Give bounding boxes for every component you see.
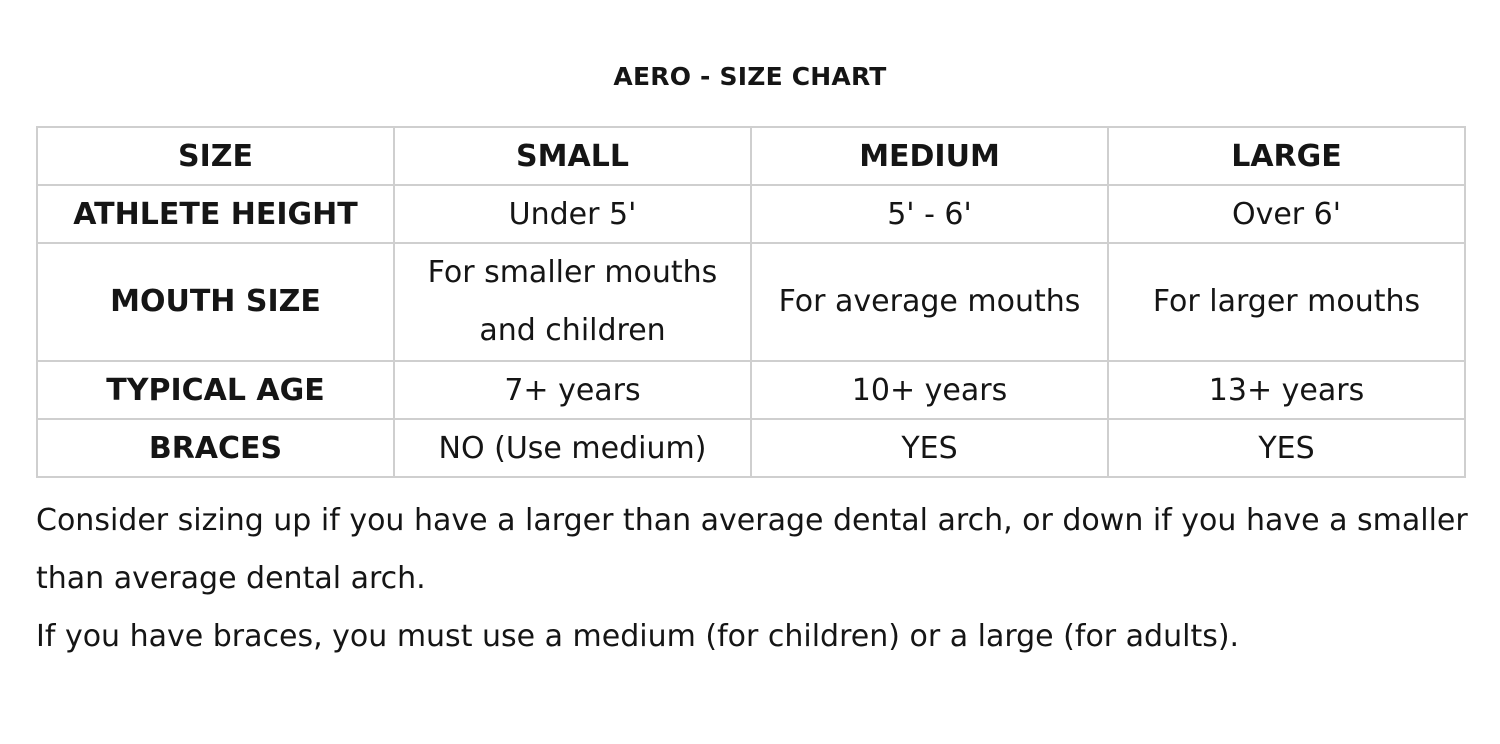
table-cell: For larger mouths xyxy=(1107,242,1466,362)
note-dental-arch: Consider sizing up if you have a larger … xyxy=(36,503,1468,596)
table-cell: 7+ years xyxy=(393,360,752,420)
header-size: SIZE xyxy=(36,126,395,186)
row-label: MOUTH SIZE xyxy=(36,242,395,362)
chart-title: AERO - SIZE CHART xyxy=(613,62,887,91)
table-row: BRACES NO (Use medium) YES YES xyxy=(36,418,1466,478)
table-cell: YES xyxy=(750,418,1109,478)
row-label: BRACES xyxy=(36,418,395,478)
table-cell: For smaller mouths and children xyxy=(393,242,752,362)
header-small: SMALL xyxy=(393,126,752,186)
note-braces: If you have braces, you must use a mediu… xyxy=(36,619,1240,654)
table-cell: 10+ years xyxy=(750,360,1109,420)
size-chart-table: SIZE SMALL MEDIUM LARGE ATHLETE HEIGHT U… xyxy=(36,126,1466,478)
row-label: ATHLETE HEIGHT xyxy=(36,184,395,244)
cell-line: and children xyxy=(479,313,666,348)
table-header-row: SIZE SMALL MEDIUM LARGE xyxy=(36,126,1466,186)
table-cell: 5' - 6' xyxy=(750,184,1109,244)
header-large: LARGE xyxy=(1107,126,1466,186)
table-cell: Under 5' xyxy=(393,184,752,244)
table-row: ATHLETE HEIGHT Under 5' 5' - 6' Over 6' xyxy=(36,184,1466,244)
header-medium: MEDIUM xyxy=(750,126,1109,186)
sizing-notes: Consider sizing up if you have a larger … xyxy=(36,492,1476,666)
table-cell: For average mouths xyxy=(750,242,1109,362)
table-cell: Over 6' xyxy=(1107,184,1466,244)
row-label: TYPICAL AGE xyxy=(36,360,395,420)
table-cell: YES xyxy=(1107,418,1466,478)
table-cell: 13+ years xyxy=(1107,360,1466,420)
table-row: MOUTH SIZE For smaller mouths and childr… xyxy=(36,242,1466,362)
table-cell: NO (Use medium) xyxy=(393,418,752,478)
table-row: TYPICAL AGE 7+ years 10+ years 13+ years xyxy=(36,360,1466,420)
cell-line: For smaller mouths xyxy=(427,255,718,290)
